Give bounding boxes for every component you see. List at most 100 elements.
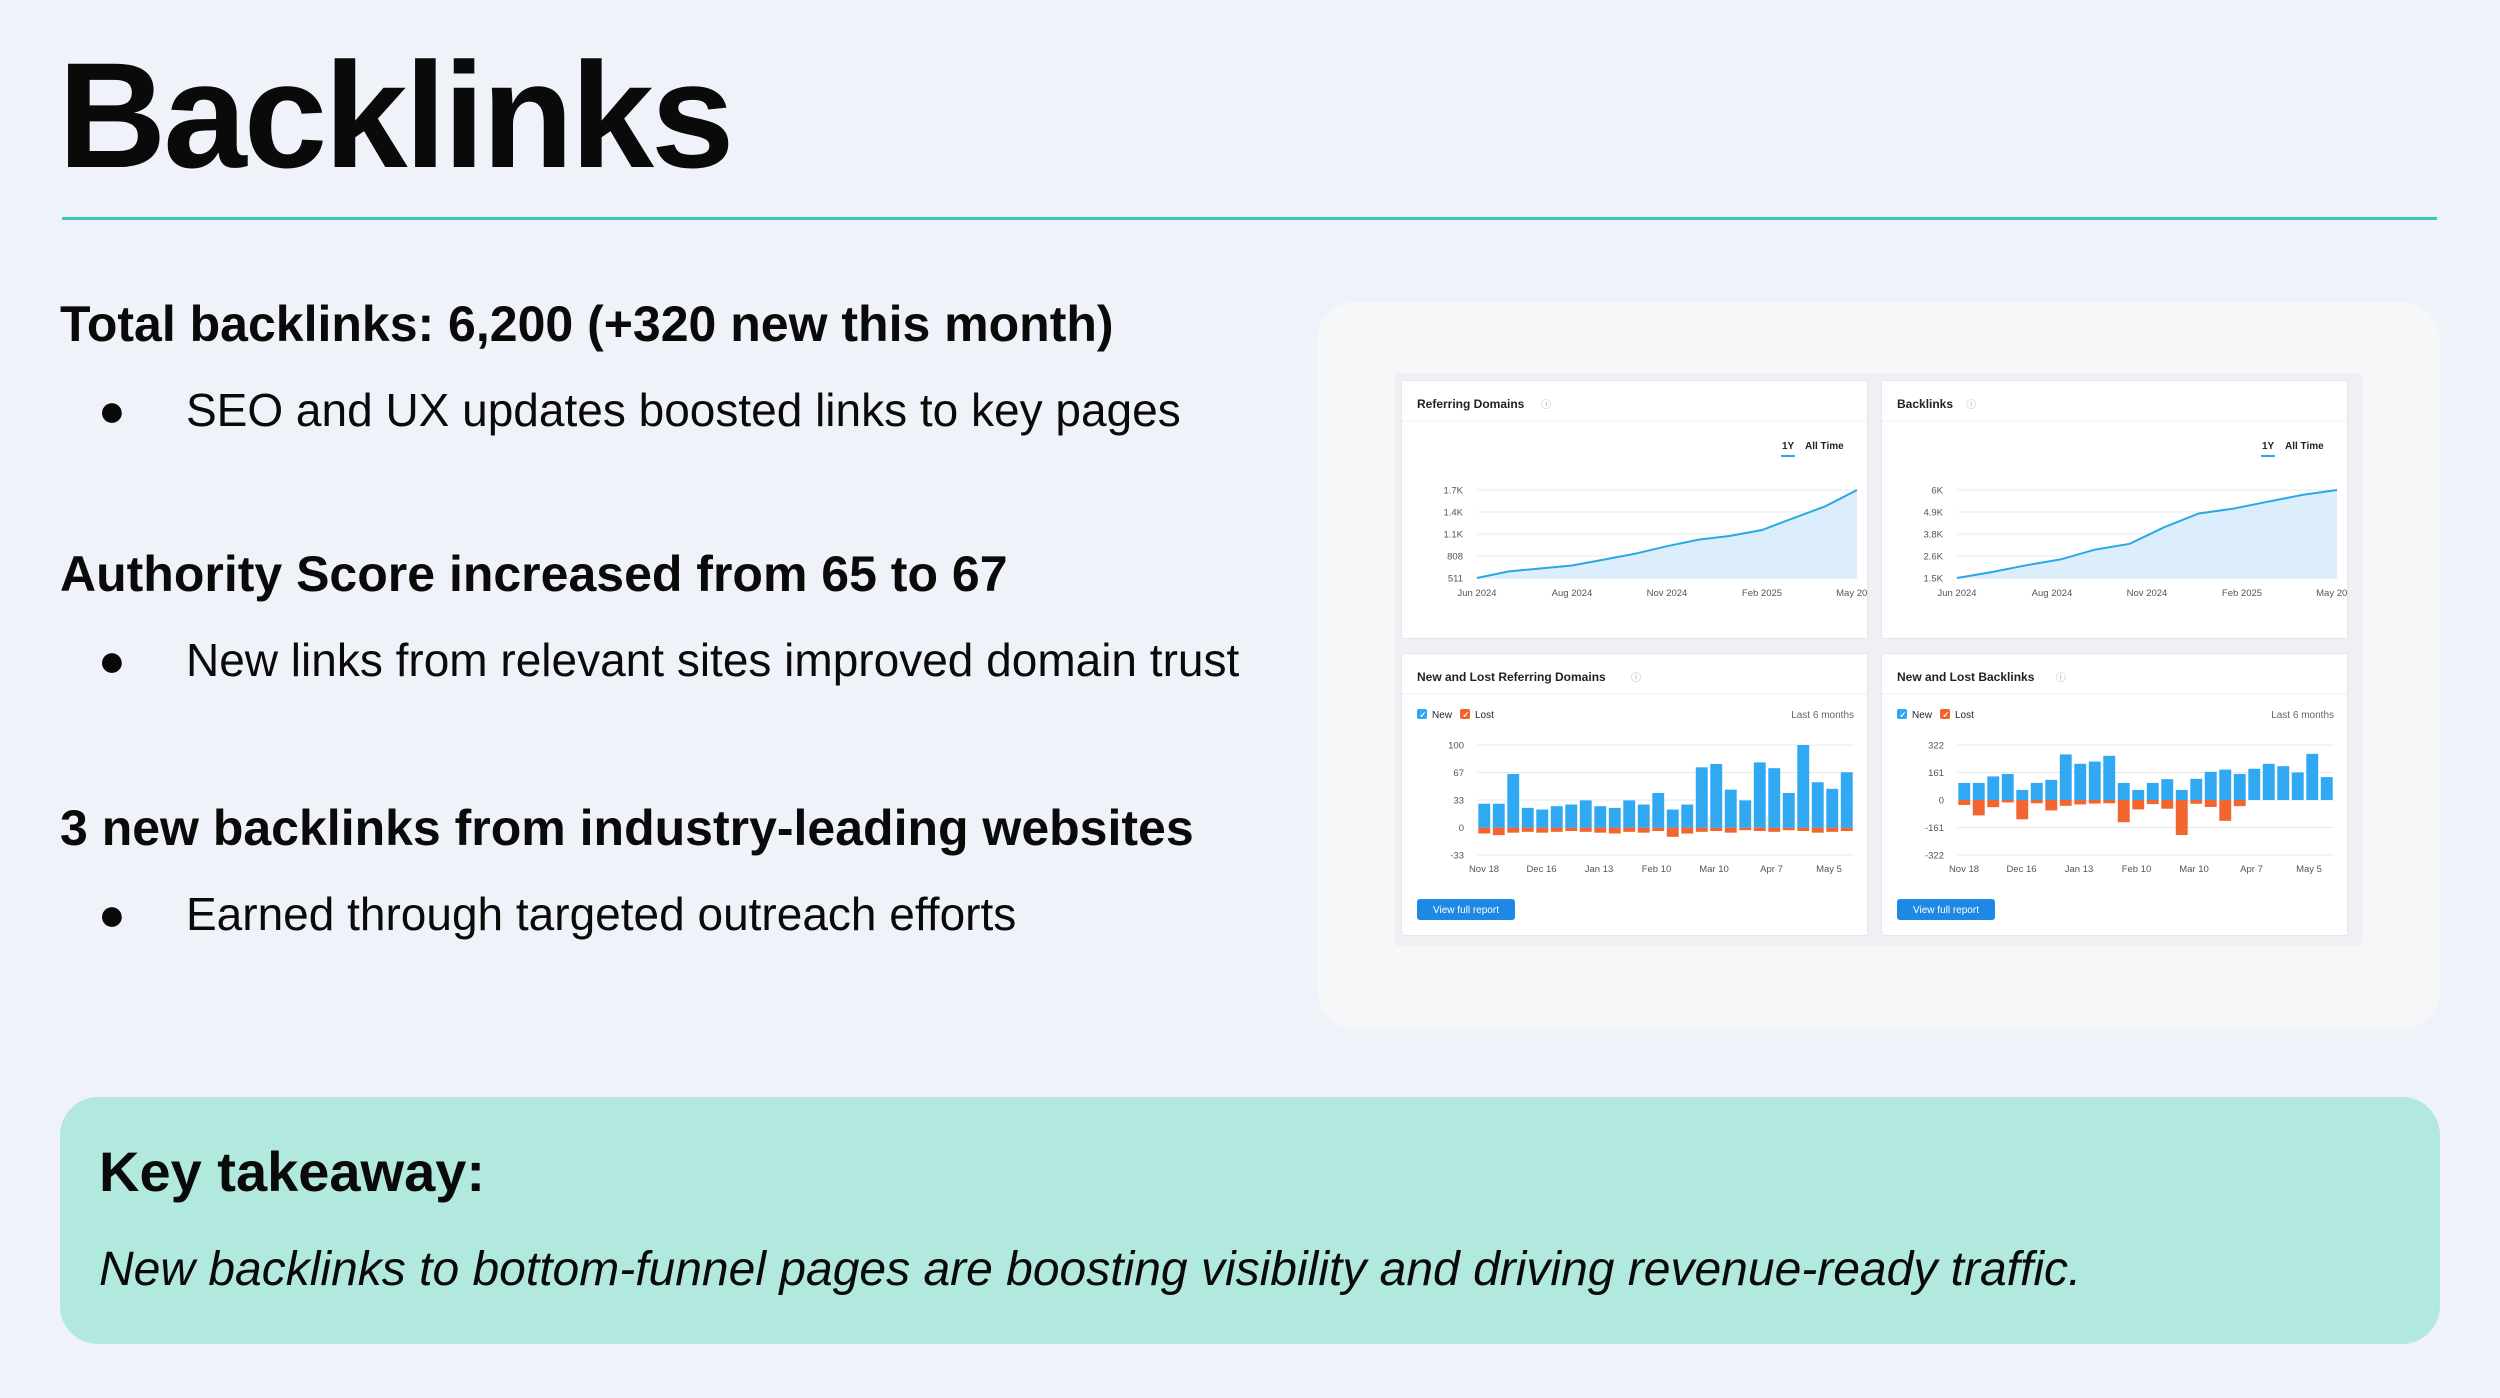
new-checkbox-icon (1897, 709, 1907, 719)
lost-bar (1811, 827, 1824, 833)
referring-domains-panel: Referring Domains ⓘ 1Y All Time 1.7K 1.4K 1.1K… (1401, 380, 1868, 639)
lost-bar (1681, 827, 1694, 834)
new-bar (1536, 809, 1549, 828)
new-bar (2175, 789, 2188, 800)
new-bar (1637, 804, 1650, 828)
new-bar (2146, 782, 2159, 800)
new-bar (1565, 804, 1578, 828)
lost-bar (2016, 800, 2029, 820)
new-bar (1753, 762, 1766, 828)
lost-bar (2088, 800, 2101, 804)
key-takeaway-box: Key takeaway: New backlinks to bottom-fu… (60, 1097, 2440, 1344)
new-bar (1492, 803, 1505, 828)
section-industry-backlinks: 3 new backlinks from industry-leading we… (60, 803, 1194, 937)
backlinks-panel: Backlinks ⓘ 1Y All Time 6K 4.9K 3.8K 2.6K 1.5K Ju… (1881, 380, 2348, 639)
view-full-report-label[interactable]: View full report (1913, 905, 1979, 916)
y-tick-label: -322 (1925, 851, 1944, 862)
referring-domains-chart: Referring Domains ⓘ 1Y All Time 1.7K 1.4K 1.1K… (1402, 397, 1868, 599)
lost-bar (2233, 800, 2246, 807)
x-tick-label: Mar 10 (2179, 864, 2209, 875)
new-bar (1608, 807, 1621, 828)
new-bar (1579, 800, 1592, 828)
new-bar (1782, 792, 1795, 828)
new-bar (2045, 779, 2058, 800)
bullet-item: ● Earned through targeted outreach effor… (60, 891, 1194, 937)
info-icon: ⓘ (1541, 399, 1551, 411)
title-divider (62, 217, 2437, 220)
x-tick-label: Feb 10 (1642, 864, 1672, 875)
lost-bar (1753, 827, 1766, 832)
x-tick-label: Apr 7 (1760, 864, 1783, 875)
backlinks-chart: Backlinks ⓘ 1Y All Time 6K 4.9K 3.8K 2.6K 1.5K Ju… (1882, 397, 2347, 599)
tab-1y: 1Y (1782, 441, 1795, 452)
lost-bar (1782, 827, 1795, 831)
lost-bar (1550, 827, 1563, 832)
lost-bar (1695, 827, 1708, 832)
legend-new-label: New (1432, 710, 1453, 721)
section-heading: Authority Score increased from 65 to 67 (60, 546, 1008, 602)
new-bar (1826, 788, 1839, 828)
lost-bar (2204, 800, 2217, 808)
lost-bar (1797, 827, 1810, 832)
x-tick-label: Feb 10 (2122, 864, 2152, 875)
lost-bar (1478, 827, 1491, 834)
new-bar (2277, 766, 2290, 800)
new-bar (2016, 789, 2029, 800)
bullet-dot-icon: ● (98, 888, 126, 940)
lost-bar (1739, 827, 1752, 831)
checkmark-icon: ✓ (1463, 711, 1470, 720)
lost-bar (1594, 827, 1607, 833)
new-checkbox-icon (1417, 709, 1427, 719)
info-icon: ⓘ (1966, 399, 1976, 411)
lost-bar (1492, 827, 1505, 836)
new-bar (1521, 807, 1534, 828)
x-tick-label: Nov 18 (1949, 864, 1979, 875)
series-area (1957, 490, 2337, 578)
section-heading: Total backlinks: 6,200 (+320 new this mo… (60, 296, 1114, 352)
legend-lost-label: Lost (1955, 710, 1974, 721)
new-bar (1739, 800, 1752, 828)
new-bar (1710, 764, 1723, 828)
y-tick-label: 4.9K (1923, 508, 1943, 519)
x-tick-label: Aug 2024 (1552, 588, 1593, 599)
y-tick-label: 1.7K (1443, 486, 1463, 497)
view-full-report-button[interactable] (1897, 899, 1995, 920)
bullet-text: New links from relevant sites improved d… (186, 634, 1240, 686)
new-bar (1972, 782, 1985, 800)
lost-bar (2030, 800, 2043, 804)
new-lost-backlinks-panel: New and Lost Backlinks ⓘ ✓ New ✓ Lost Last 6 m… (1881, 653, 2348, 936)
x-tick-label: May 2025 (1836, 588, 1868, 599)
new-bar (2190, 778, 2203, 800)
lost-bar (1608, 827, 1621, 834)
y-tick-label: 0 (1459, 823, 1464, 834)
y-tick-label: 2.6K (1923, 552, 1943, 563)
info-icon: ⓘ (1631, 672, 1641, 684)
x-tick-label: Aug 2024 (2032, 588, 2073, 599)
x-tick-label: Dec 16 (1526, 864, 1556, 875)
new-bar (1623, 800, 1636, 828)
new-lost-backlinks-chart: New and Lost Backlinks ⓘ ✓ New ✓ Lost Last 6 m… (1882, 670, 2347, 920)
lost-bar (2132, 800, 2145, 810)
new-bar (2088, 761, 2101, 800)
view-full-report-button[interactable] (1417, 899, 1515, 920)
section-total-backlinks: Total backlinks: 6,200 (+320 new this mo… (60, 299, 1181, 433)
view-full-report-label[interactable]: View full report (1433, 905, 1499, 916)
new-bar (1724, 789, 1737, 828)
new-bar (2132, 789, 2145, 800)
slide-title: Backlinks (58, 31, 734, 199)
takeaway-text: New backlinks to bottom-funnel pages are… (99, 1243, 2082, 1296)
new-bar (1840, 772, 1853, 828)
section-authority-score: Authority Score increased from 65 to 67 … (60, 549, 1239, 683)
lost-bar (1724, 827, 1737, 833)
new-bar (2204, 771, 2217, 800)
checkmark-icon: ✓ (1420, 711, 1427, 720)
lost-bar (1623, 827, 1636, 832)
lost-bar (1521, 827, 1534, 832)
new-bar (1987, 776, 2000, 800)
x-tick-label: May 5 (1816, 864, 1842, 875)
new-bar (2248, 768, 2261, 800)
lost-bar (1826, 827, 1839, 832)
lost-bar (1652, 827, 1665, 832)
lost-bar (2045, 800, 2058, 811)
lost-checkbox-icon (1940, 709, 1950, 719)
